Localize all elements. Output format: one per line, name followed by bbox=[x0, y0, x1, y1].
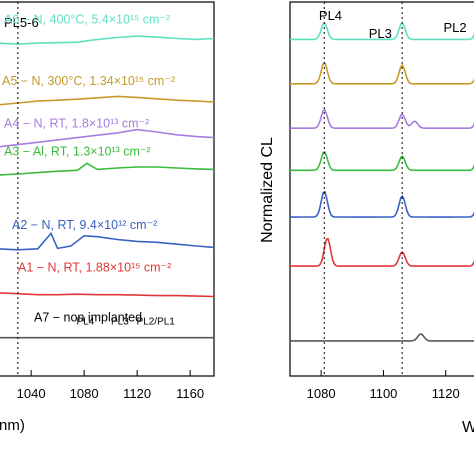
left-series-line-1 bbox=[0, 95, 215, 106]
left-series-label-6: A7 − non implanted bbox=[34, 310, 142, 324]
right-series-line-1 bbox=[290, 61, 474, 85]
right-x-tick-label-2: 1120 bbox=[432, 386, 460, 401]
right-series-line-3 bbox=[290, 150, 474, 172]
left-series-line-3 bbox=[0, 162, 215, 176]
right-x-axis-label: W bbox=[462, 419, 474, 436]
left-peak-label-1: PL3 bbox=[111, 317, 129, 328]
left-series-line-2 bbox=[0, 128, 215, 148]
right-series-line-6 bbox=[290, 333, 474, 342]
right-peak-labels: PL4 PL3 PL2 bbox=[319, 8, 467, 41]
left-series-line-4 bbox=[0, 231, 215, 251]
right-series-line-2 bbox=[290, 108, 474, 129]
left-x-axis-label: (nm) bbox=[0, 417, 25, 434]
right-peak-label-0: PL4 bbox=[319, 8, 342, 23]
left-panel-title: PL5-6 bbox=[4, 15, 39, 30]
left-series-label-4: A2 − N, RT, 9.4×10¹² cm⁻² bbox=[12, 218, 157, 232]
left-x-tick-label-2: 1120 bbox=[123, 386, 151, 401]
left-plot-frame bbox=[0, 1, 215, 377]
left-series-group bbox=[0, 35, 215, 339]
right-plot-frame bbox=[289, 1, 474, 377]
right-x-tick-label-1: 1100 bbox=[369, 386, 397, 401]
right-chart-panel: PL4 PL3 PL2 1080 1100 1120 Normalized CL W bbox=[259, 1, 474, 436]
left-peak-label-0: PL4 bbox=[77, 317, 95, 328]
right-peak-label-2: PL2 bbox=[444, 20, 467, 35]
left-series-label-0: A6 − N, 400°C, 5.4×10¹⁵ cm⁻² bbox=[4, 13, 170, 27]
left-series-line-0 bbox=[0, 35, 215, 45]
left-series-line-5 bbox=[0, 292, 215, 298]
right-x-ticks: 1080 1100 1120 bbox=[307, 370, 460, 401]
left-x-tick-label-0: 1040 bbox=[17, 386, 46, 401]
left-series-label-5: A1 − N, RT, 1.88×10¹⁵ cm⁻² bbox=[18, 261, 171, 275]
right-series-group bbox=[290, 21, 474, 342]
right-series-line-5 bbox=[290, 237, 474, 267]
left-x-tick-label-3: 1160 bbox=[176, 386, 204, 401]
left-series-label-1: A5 − N, 300°C, 1.34×10¹⁵ cm⁻² bbox=[2, 74, 175, 88]
left-x-ticks: 1040 1080 1120 1160 bbox=[17, 370, 204, 401]
right-x-tick-label-0: 1080 bbox=[307, 386, 336, 401]
right-series-line-0 bbox=[290, 21, 474, 41]
left-series-labels: A6 − N, 400°C, 5.4×10¹⁵ cm⁻² A5 − N, 300°… bbox=[2, 13, 175, 325]
left-series-label-3: A3 − Al, RT, 1.3×10¹³ cm⁻² bbox=[4, 144, 151, 158]
left-peak-label-2: PL2/PL1 bbox=[137, 317, 176, 328]
left-peak-labels: PL4 PL3 PL2/PL1 bbox=[77, 317, 176, 328]
right-dotted-reference-lines bbox=[323, 2, 403, 376]
right-y-axis-label: Normalized CL bbox=[259, 137, 276, 243]
right-series-line-4 bbox=[290, 190, 474, 218]
left-series-label-2: A4 − N, RT, 1.8×10¹³ cm⁻² bbox=[4, 116, 149, 130]
left-x-tick-label-1: 1080 bbox=[70, 386, 99, 401]
left-chart-panel: PL5-6 A6 − N, 400°C, 5.4×10¹⁵ cm⁻² A5 − N… bbox=[0, 1, 215, 434]
right-peak-label-1: PL3 bbox=[369, 26, 392, 41]
